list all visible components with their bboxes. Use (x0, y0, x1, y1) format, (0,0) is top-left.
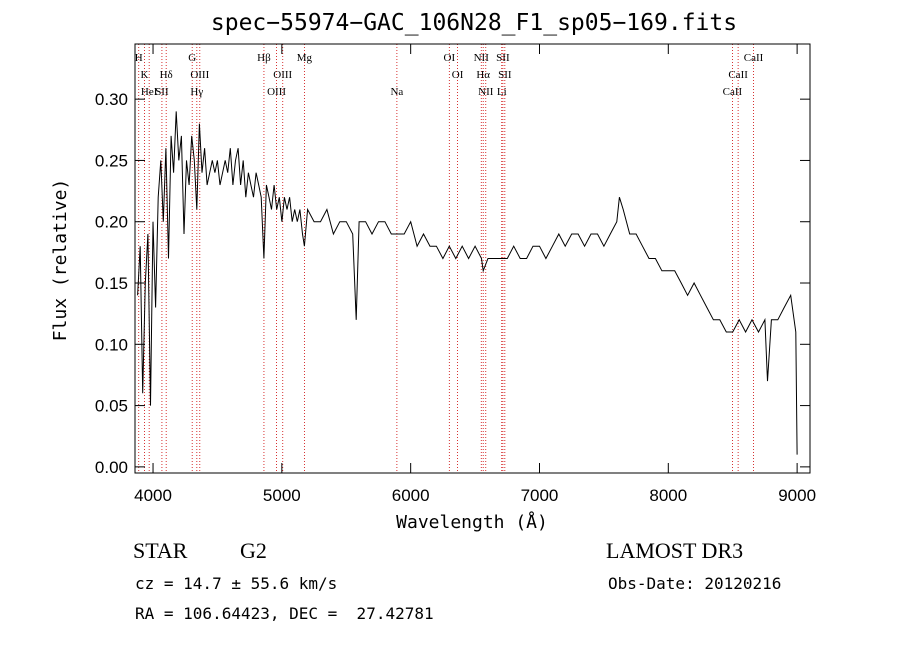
object-class: STAR (133, 538, 188, 563)
line-marker-label-4: Hδ (160, 69, 173, 81)
line-marker-label-15: NII (474, 52, 490, 64)
y-tick-label-3: 0.15 (95, 274, 128, 293)
line-marker-label-3: SII (155, 86, 169, 98)
line-marker-label-1: K (141, 69, 149, 81)
line-marker-label-2: HeI (141, 86, 158, 98)
line-marker-label-8: Hβ (257, 52, 271, 64)
y-tick-label-4: 0.20 (95, 213, 128, 232)
plot-frame (134, 43, 811, 474)
x-tick-label-1: 5000 (263, 486, 301, 505)
y-tick-label-5: 0.25 (95, 151, 128, 170)
redshift-text: cz = 14.7 ± 55.6 km/s (135, 574, 338, 593)
y-axis-label: Flux (relative) (50, 179, 71, 342)
line-marker-label-13: OI (444, 52, 456, 64)
line-marker-label-7: Hγ (190, 86, 203, 98)
line-marker-label-9: OIII (267, 86, 286, 98)
line-marker-label-21: CaII (723, 86, 743, 98)
line-marker-label-12: Na (390, 86, 403, 98)
y-axis-ticks: 0.00 0.05 0.10 0.15 0.20 0.25 0.30 (95, 90, 810, 477)
object-subclass: G2 (240, 538, 267, 563)
y-tick-label-0: 0.00 (95, 458, 128, 477)
y-tick-label-1: 0.05 (95, 397, 128, 416)
y-tick-label-6: 0.30 (95, 90, 128, 109)
line-marker-label-22: CaII (728, 69, 748, 81)
line-marker-label-5: G (188, 52, 196, 64)
line-marker-label-6: OIII (190, 69, 209, 81)
coordinates-text: RA = 106.64423, DEC = 27.42781 (135, 604, 434, 623)
x-tick-label-2: 6000 (392, 486, 430, 505)
survey-name: LAMOST DR3 (606, 538, 744, 563)
line-marker-label-18: SII (496, 52, 510, 64)
line-marker-label-14: OI (452, 69, 464, 81)
x-tick-label-5: 9000 (778, 486, 816, 505)
spectrum-series-line (137, 111, 798, 455)
line-marker-label-11: Mg (297, 52, 313, 64)
line-marker-label-10: OIII (273, 69, 292, 81)
line-marker-label-17: NII (478, 86, 494, 98)
x-tick-label-3: 7000 (521, 486, 559, 505)
line-marker-label-23: CaII (744, 52, 764, 64)
x-axis-label: Wavelength (Å) (396, 511, 548, 533)
x-tick-label-0: 4000 (134, 486, 172, 505)
line-marker-label-16: Hα (476, 69, 490, 81)
obs-date-text: Obs-Date: 20120216 (608, 574, 782, 593)
x-axis-ticks: 4000 5000 6000 7000 8000 9000 (134, 44, 816, 505)
line-markers (138, 44, 754, 473)
y-tick-label-2: 0.10 (95, 335, 128, 354)
x-tick-label-4: 8000 (649, 486, 687, 505)
line-marker-label-20: Li (497, 86, 507, 98)
line-marker-labels: HKHeISIIHδGOIIIHγHβOIIIOIIIMgNaOIOINIIHα… (135, 52, 764, 98)
chart-title: spec−55974−GAC_106N28_F1_sp05−169.fits (211, 10, 737, 36)
line-marker-label-0: H (135, 52, 143, 64)
line-marker-label-19: SII (498, 69, 512, 81)
